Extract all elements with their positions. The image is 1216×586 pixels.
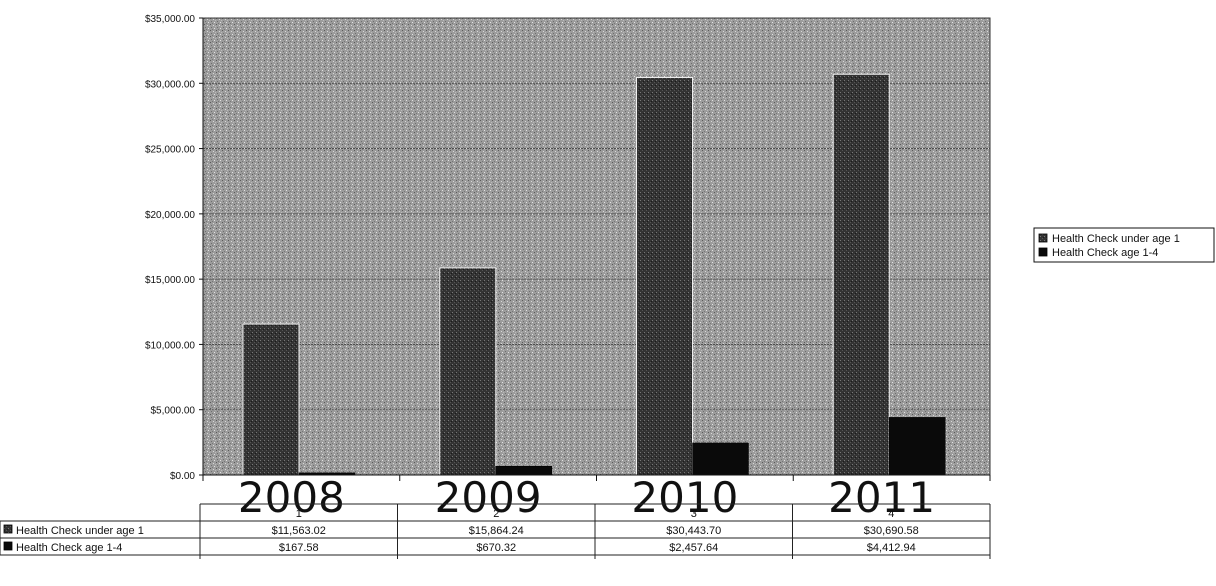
table-value-cell: $11,563.02 <box>272 525 326 537</box>
legend-label: Health Check under age 1 <box>1052 233 1180 245</box>
table-value-cell: $2,457.64 <box>669 542 718 554</box>
year-label: 2009 <box>435 473 542 522</box>
bar-under-age-1-2 <box>439 267 497 476</box>
legend-box <box>1033 227 1215 263</box>
table-row-key-swatch <box>3 541 13 551</box>
table-value-cell: $670.32 <box>476 542 516 554</box>
y-tick-label: $5,000.00 <box>151 406 196 417</box>
table-row-label: Health Check under age 1 <box>16 525 144 537</box>
year-label: 2011 <box>828 473 935 522</box>
table-value-cell: $30,443.70 <box>666 525 721 537</box>
legend-label: Health Check age 1-4 <box>1052 247 1158 259</box>
bar-age-1-4-4 <box>889 417 946 476</box>
y-tick-label: $30,000.00 <box>145 79 195 90</box>
legend-swatch <box>1038 233 1048 243</box>
table-value-cell: $30,690.58 <box>864 525 919 537</box>
table-row-key-swatch <box>3 524 13 534</box>
table-header-cell: 1 <box>296 508 302 520</box>
y-tick-label: $10,000.00 <box>145 340 195 351</box>
table-header-cell: 3 <box>691 508 697 520</box>
table-value-cell: $167.58 <box>279 542 319 554</box>
bar-under-age-1-4 <box>832 73 890 476</box>
year-label: 2008 <box>238 473 345 522</box>
table-value-cell: $15,864.24 <box>469 525 524 537</box>
table-header-cell: 2 <box>493 508 499 520</box>
y-tick-label: $20,000.00 <box>145 210 195 221</box>
legend-swatch <box>1038 247 1048 257</box>
year-label: 2010 <box>631 473 738 522</box>
table-value-cell: $4,412.94 <box>867 542 916 554</box>
y-tick-label: $35,000.00 <box>145 14 195 25</box>
y-tick-label: $0.00 <box>170 471 195 482</box>
y-tick-label: $25,000.00 <box>145 145 195 156</box>
bar-age-1-4-3 <box>692 442 749 476</box>
bar-under-age-1-1 <box>242 323 300 476</box>
table-header-cell: 4 <box>888 508 894 520</box>
y-tick-label: $15,000.00 <box>145 275 195 286</box>
bar-under-age-1-3 <box>636 76 693 476</box>
table-row-label: Health Check age 1-4 <box>16 542 122 554</box>
